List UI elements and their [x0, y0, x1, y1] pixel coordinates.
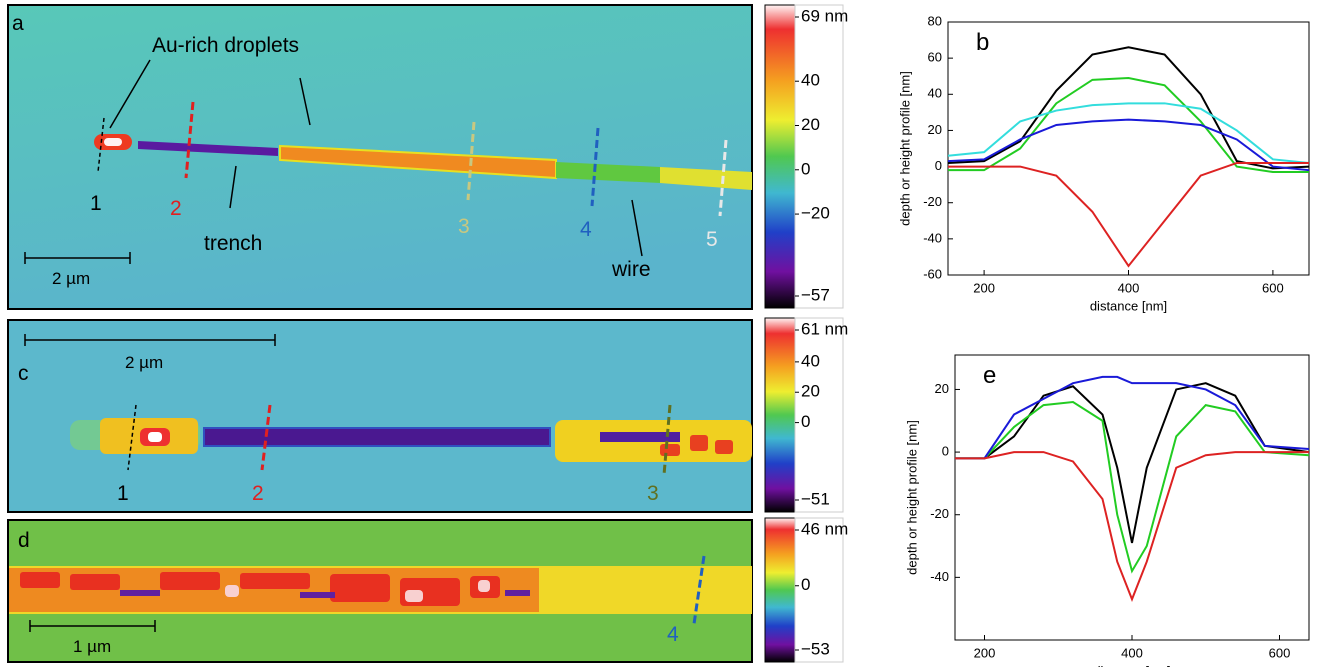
colorbar	[764, 517, 796, 663]
label: trench	[204, 232, 262, 255]
x-tick-label: 200	[974, 645, 996, 660]
marker: 5	[706, 228, 718, 251]
series-line	[948, 161, 1309, 268]
series-line	[955, 382, 1310, 544]
colorbar	[764, 4, 796, 309]
y-tick-label: 60	[928, 50, 942, 65]
colorbar-label: 20	[801, 115, 820, 134]
y-tick-label: 0	[942, 444, 949, 459]
marker: 3	[647, 482, 659, 505]
marker: 4	[667, 623, 679, 646]
colorbar-label: 40	[801, 71, 820, 90]
series-line	[947, 118, 1310, 172]
panel-d: d 1 µm 4	[7, 519, 753, 663]
colorbar-frame	[794, 317, 844, 513]
colorbar-frame	[794, 4, 844, 309]
callout: Au-rich droplets	[152, 34, 299, 57]
colorbar-frame	[794, 517, 844, 663]
label: wire	[611, 258, 651, 281]
marker: 1	[90, 192, 102, 215]
marker: 2	[252, 482, 264, 505]
x-tick-label: 200	[973, 280, 995, 295]
marker: 3	[458, 215, 470, 238]
x-tick-label: 400	[1118, 280, 1140, 295]
colorbar-label: 0	[801, 159, 810, 178]
colorbar-label: 0	[801, 412, 810, 431]
x-tick-label: 600	[1262, 280, 1284, 295]
y-tick-label: 0	[935, 158, 942, 173]
colorbar-label: −51	[801, 489, 830, 508]
y-tick-label: -60	[923, 266, 942, 281]
colorbar-label: −20	[801, 204, 830, 223]
panel-letter: d	[18, 529, 30, 552]
series-line	[955, 451, 1309, 603]
panel-letter: e	[983, 362, 996, 389]
y-tick-label: -40	[930, 569, 949, 584]
marker: 2	[170, 197, 182, 220]
series-line	[947, 102, 1310, 164]
series-line	[948, 77, 1309, 173]
x-tick-label: 600	[1269, 645, 1291, 660]
x-tick-label: 400	[1121, 645, 1143, 660]
colorbar-label: 69 nm	[801, 6, 848, 25]
colorbar-label: 40	[801, 351, 820, 370]
colorbar-label: 46 nm	[801, 519, 848, 538]
panel-a: a Au-rich droplets 1 2 3 4 5 trench wire…	[7, 4, 753, 310]
scale-bar: 2 µm	[52, 269, 90, 288]
colorbar-label: −57	[801, 285, 830, 304]
y-tick-label: -20	[923, 194, 942, 209]
colorbar-label: 61 nm	[801, 319, 848, 338]
marker: 4	[580, 218, 592, 241]
series-line	[955, 375, 1310, 460]
scale-bar: 1 µm	[73, 637, 111, 656]
panel-letter: c	[18, 362, 29, 385]
scale-bar: 2 µm	[125, 353, 163, 372]
y-tick-label: -20	[930, 506, 949, 521]
panel-letter: b	[976, 29, 989, 56]
y-axis-label: depth or height profile [nm]	[897, 71, 912, 226]
y-tick-label: 80	[928, 13, 942, 28]
y-tick-label: 40	[928, 86, 942, 101]
x-axis-label: distance [nm]	[1090, 298, 1167, 313]
colorbar-label: 0	[801, 575, 810, 594]
panel-c: c 2 µm 1 2 3	[7, 319, 753, 513]
colorbar	[764, 317, 796, 513]
panel-letter: a	[12, 12, 24, 35]
y-tick-label: -40	[923, 230, 942, 245]
marker: 1	[117, 482, 129, 505]
colorbar-label: 20	[801, 382, 820, 401]
y-axis-label: depth or height profile [nm]	[904, 420, 919, 575]
series-line	[955, 400, 1310, 574]
y-tick-label: 20	[928, 122, 942, 137]
colorbar-label: −53	[801, 639, 830, 658]
y-tick-label: 20	[935, 381, 949, 396]
x-axis-label: distance [nm]	[1093, 663, 1170, 667]
